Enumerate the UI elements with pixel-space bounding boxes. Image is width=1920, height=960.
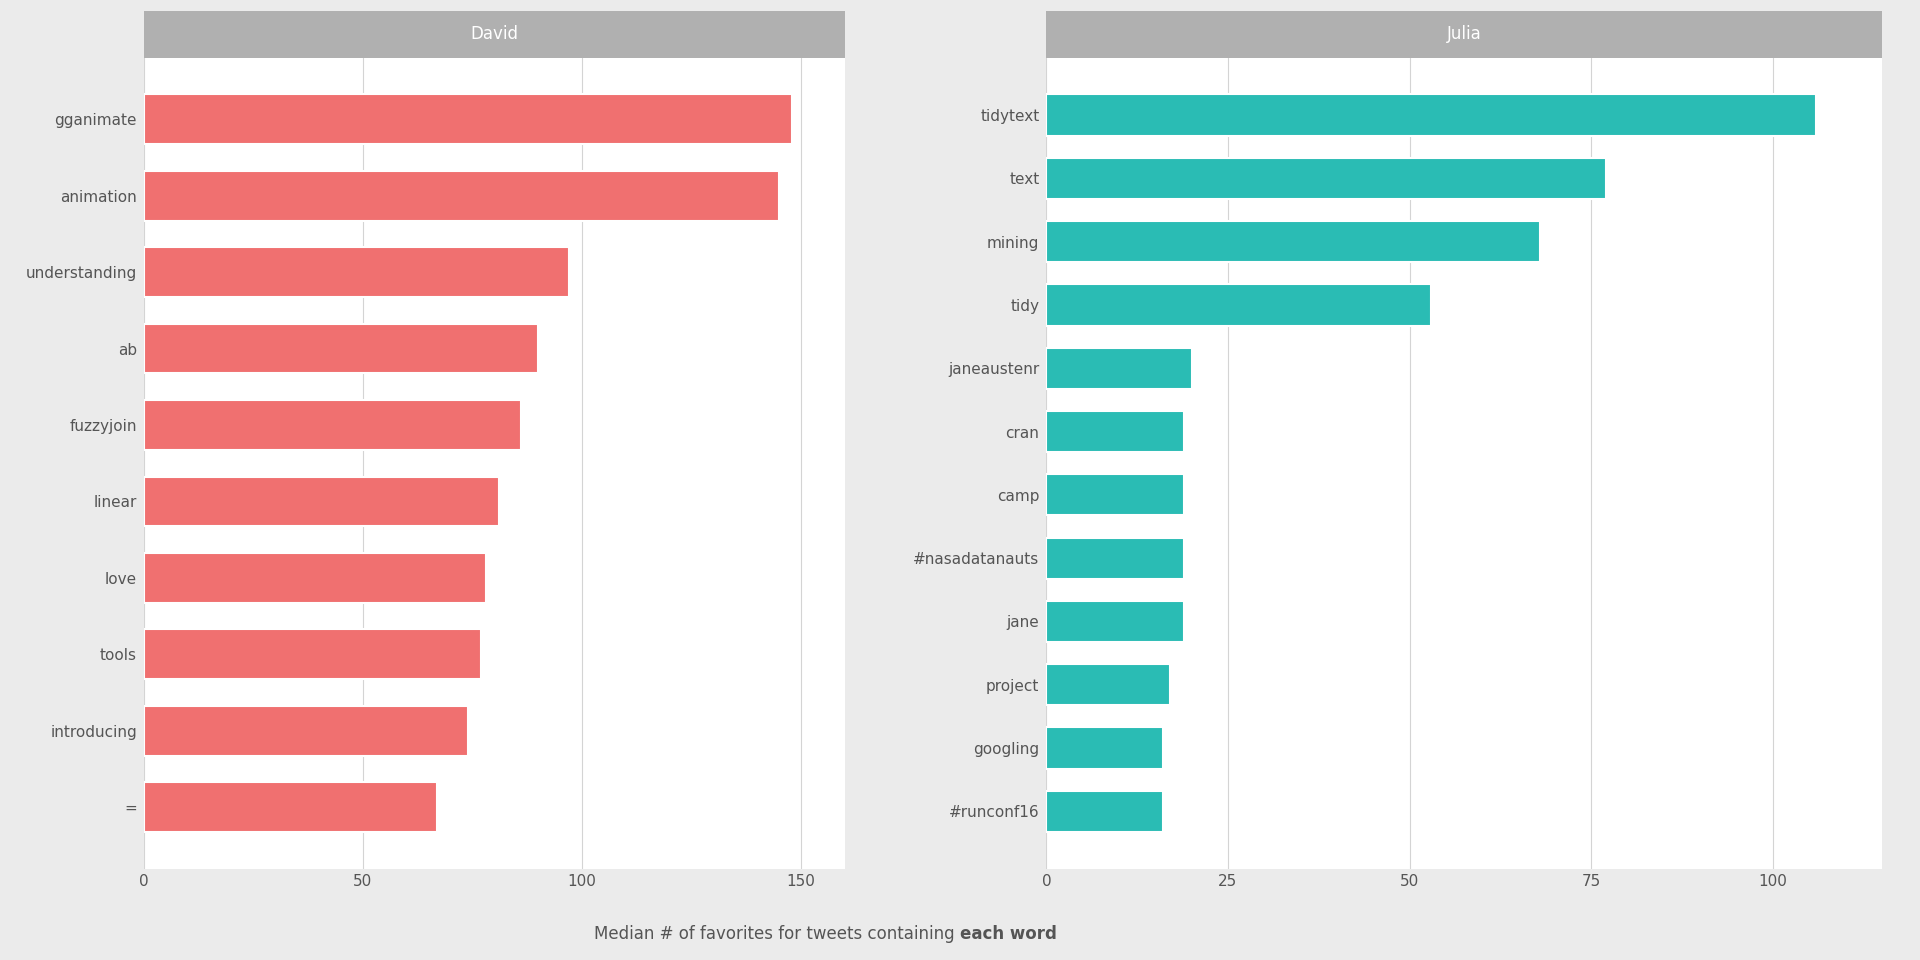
Bar: [144, 630, 482, 679]
Bar: [1046, 94, 1816, 135]
Bar: [1046, 348, 1192, 389]
Text: Julia: Julia: [1446, 25, 1482, 43]
Text: each word: each word: [960, 924, 1056, 943]
Bar: [144, 248, 568, 297]
Bar: [1046, 664, 1169, 706]
Bar: [1046, 728, 1164, 769]
Bar: [1046, 791, 1164, 832]
Text: David: David: [470, 25, 518, 43]
Bar: [144, 324, 538, 373]
Bar: [1046, 474, 1185, 516]
Bar: [1046, 411, 1185, 452]
Bar: [1046, 221, 1540, 262]
Bar: [1046, 601, 1185, 642]
Bar: [144, 706, 468, 756]
Bar: [144, 400, 520, 450]
Bar: [1046, 538, 1185, 579]
Bar: [1046, 284, 1430, 325]
Bar: [144, 782, 438, 832]
Bar: [144, 476, 499, 526]
Bar: [144, 553, 486, 603]
FancyBboxPatch shape: [144, 11, 845, 58]
Bar: [1046, 157, 1605, 199]
Bar: [144, 171, 780, 221]
Bar: [144, 94, 793, 144]
FancyBboxPatch shape: [1046, 11, 1882, 58]
Text: Median # of favorites for tweets containing: Median # of favorites for tweets contain…: [593, 924, 960, 943]
